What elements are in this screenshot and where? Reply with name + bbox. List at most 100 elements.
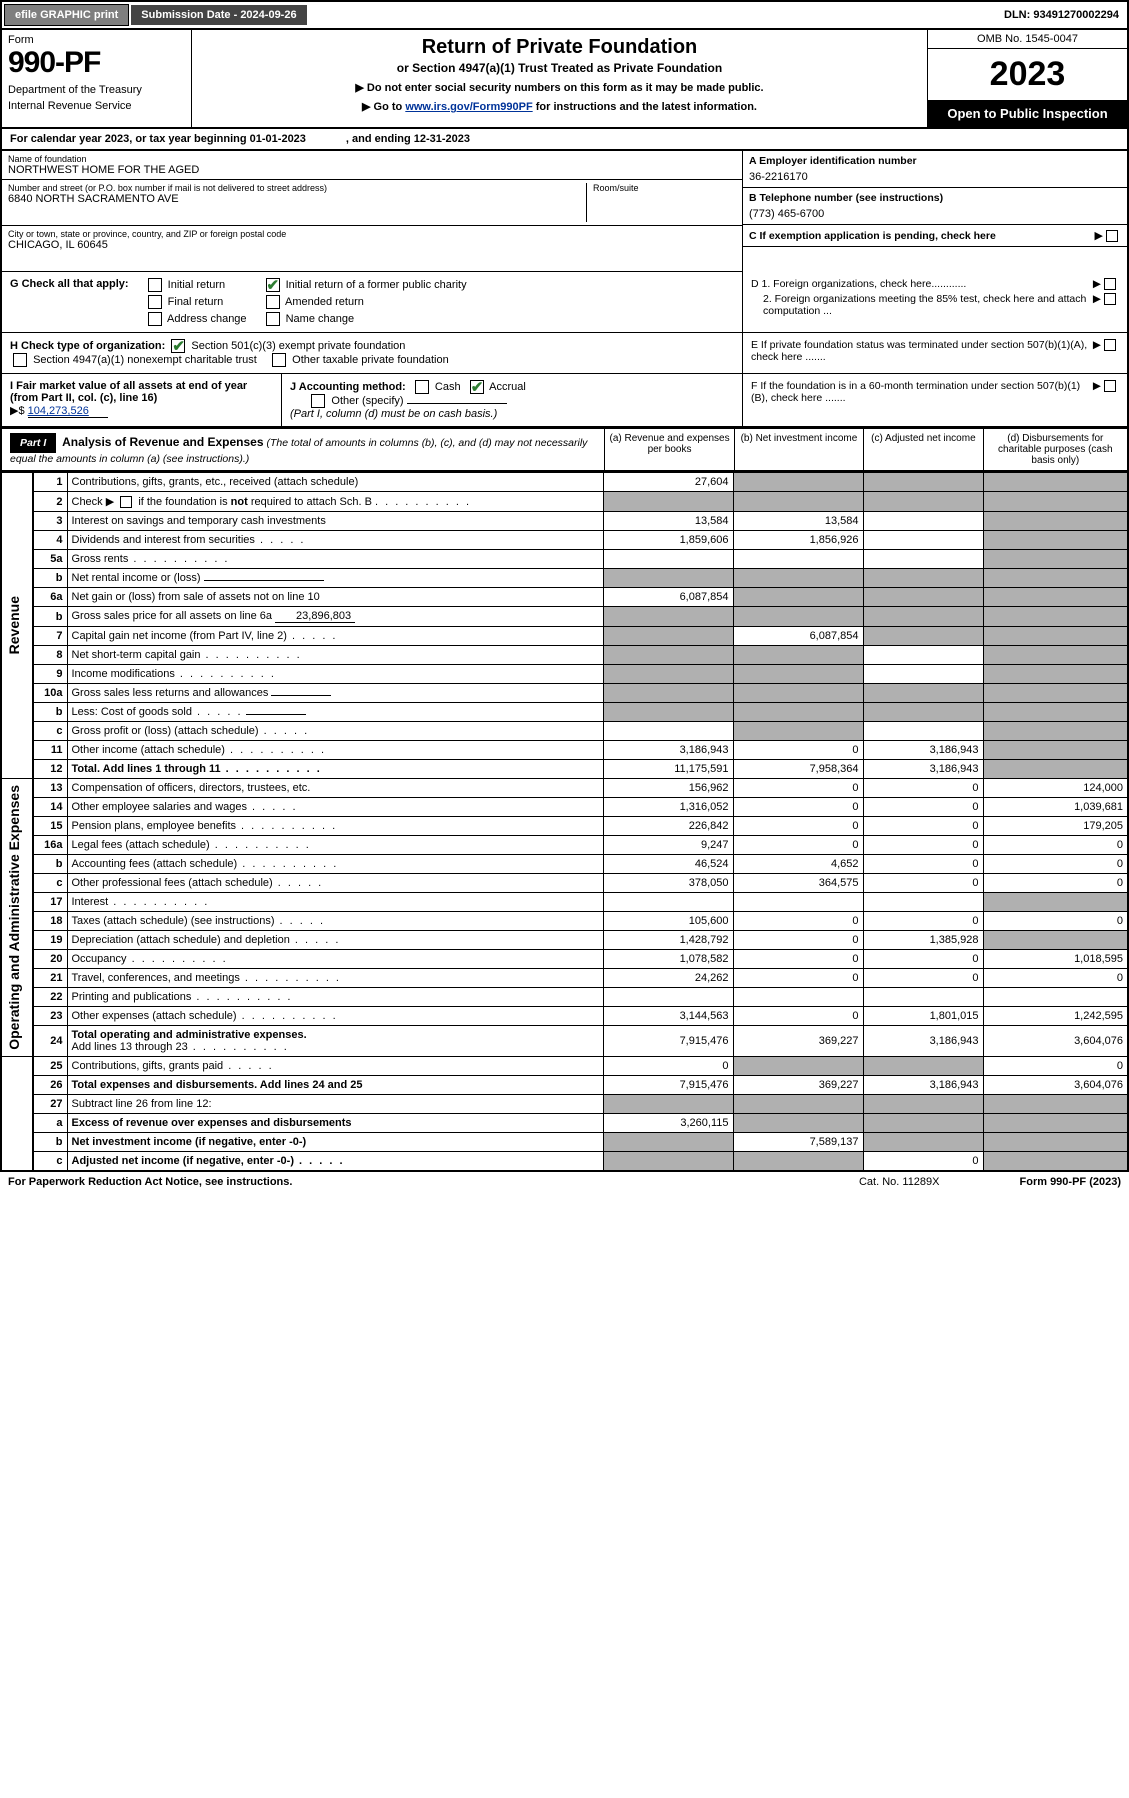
l22-b — [733, 988, 863, 1007]
g-final-return-cb[interactable] — [148, 295, 162, 309]
g-initial-return-cb[interactable] — [148, 278, 162, 292]
l5a-desc: Gross rents — [67, 550, 603, 569]
l23-b: 0 — [733, 1007, 863, 1026]
col-d-head: (d) Disbursements for charitable purpose… — [983, 429, 1127, 470]
l16c-a: 378,050 — [603, 874, 733, 893]
omb-no: OMB No. 1545-0047 — [928, 30, 1127, 49]
l13-a: 156,962 — [603, 779, 733, 798]
l16b-d: 0 — [983, 855, 1128, 874]
g-former-public-cb[interactable] — [266, 278, 280, 292]
part1-header-row: Part I Analysis of Revenue and Expenses … — [0, 428, 1129, 472]
l21-c: 0 — [863, 969, 983, 988]
irs-link[interactable]: www.irs.gov/Form990PF — [405, 101, 532, 113]
j-other-cb[interactable] — [311, 394, 325, 408]
l16c-desc: Other professional fees (attach schedule… — [67, 874, 603, 893]
l9-desc: Income modifications — [67, 665, 603, 684]
l17-b — [733, 893, 863, 912]
l5a-b — [733, 550, 863, 569]
l27b-c — [863, 1133, 983, 1152]
l24-b: 369,227 — [733, 1026, 863, 1057]
l10b-a — [603, 703, 733, 722]
l4-c — [863, 531, 983, 550]
l10c-d — [983, 722, 1128, 741]
l27-num: 27 — [33, 1095, 67, 1114]
h-501c3-cb[interactable] — [171, 339, 185, 353]
expenses-label: Operating and Administrative Expenses — [6, 785, 22, 1050]
l4-d — [983, 531, 1128, 550]
l16b-c: 0 — [863, 855, 983, 874]
l2-num: 2 — [33, 492, 67, 512]
l5b-desc: Net rental income or (loss) — [67, 569, 603, 588]
d1-checkbox[interactable] — [1104, 278, 1116, 290]
l2-checkbox[interactable] — [120, 496, 132, 508]
l25-desc: Contributions, gifts, grants paid — [67, 1057, 603, 1076]
l27b-a — [603, 1133, 733, 1152]
g-address-change-cb[interactable] — [148, 312, 162, 326]
addr-label: Number and street (or P.O. box number if… — [8, 183, 586, 193]
l6a-b — [733, 588, 863, 607]
l7-b: 6,087,854 — [733, 627, 863, 646]
f-label: F If the foundation is in a 60-month ter… — [751, 380, 1093, 420]
l10a-c — [863, 684, 983, 703]
l21-num: 21 — [33, 969, 67, 988]
l7-c — [863, 627, 983, 646]
j-accrual-cb[interactable] — [470, 380, 484, 394]
l11-num: 11 — [33, 741, 67, 760]
l3-b: 13,584 — [733, 512, 863, 531]
open-public: Open to Public Inspection — [928, 100, 1127, 127]
l6a-num: 6a — [33, 588, 67, 607]
j-other-field[interactable] — [407, 403, 507, 404]
l6b-b — [733, 607, 863, 627]
l10c-num: c — [33, 722, 67, 741]
submission-date: Submission Date - 2024-09-26 — [131, 5, 306, 25]
l1-b — [733, 473, 863, 492]
l6b-num: b — [33, 607, 67, 627]
l22-desc: Printing and publications — [67, 988, 603, 1007]
l16b-b: 4,652 — [733, 855, 863, 874]
l27b-num: b — [33, 1133, 67, 1152]
l13-b: 0 — [733, 779, 863, 798]
exemption-checkbox[interactable] — [1106, 230, 1118, 242]
foundation-addr: 6840 NORTH SACRAMENTO AVE — [8, 193, 586, 205]
j-accrual: Accrual — [489, 381, 526, 393]
g-amended-cb[interactable] — [266, 295, 280, 309]
j-cash-cb[interactable] — [415, 380, 429, 394]
l17-num: 17 — [33, 893, 67, 912]
l1-desc: Contributions, gifts, grants, etc., rece… — [67, 473, 603, 492]
l8-d — [983, 646, 1128, 665]
l16b-a: 46,524 — [603, 855, 733, 874]
h-4947-cb[interactable] — [13, 353, 27, 367]
l10a-d — [983, 684, 1128, 703]
l6a-a: 6,087,854 — [603, 588, 733, 607]
l25-c — [863, 1057, 983, 1076]
l13-c: 0 — [863, 779, 983, 798]
g-opt-4: Amended return — [285, 296, 364, 308]
l26-desc: Total expenses and disbursements. Add li… — [67, 1076, 603, 1095]
l18-d: 0 — [983, 912, 1128, 931]
efile-btn[interactable]: efile GRAPHIC print — [4, 4, 129, 26]
h-other-cb[interactable] — [272, 353, 286, 367]
l22-c — [863, 988, 983, 1007]
l6b-d — [983, 607, 1128, 627]
j-cash: Cash — [435, 381, 461, 393]
d2-checkbox[interactable] — [1104, 293, 1116, 305]
l3-num: 3 — [33, 512, 67, 531]
h-opt1: Section 501(c)(3) exempt private foundat… — [191, 340, 405, 352]
j-note: (Part I, column (d) must be on cash basi… — [290, 408, 497, 420]
l24-num: 24 — [33, 1026, 67, 1057]
goto-pre: ▶ Go to — [362, 101, 405, 113]
g-name-change-cb[interactable] — [266, 312, 280, 326]
l27a-c — [863, 1114, 983, 1133]
l7-a — [603, 627, 733, 646]
l25-num: 25 — [33, 1057, 67, 1076]
e-checkbox[interactable] — [1104, 339, 1116, 351]
l9-a — [603, 665, 733, 684]
f-checkbox[interactable] — [1104, 380, 1116, 392]
i-value[interactable]: 104,273,526 — [28, 405, 108, 418]
l4-num: 4 — [33, 531, 67, 550]
l19-c: 1,385,928 — [863, 931, 983, 950]
info-block: Name of foundation NORTHWEST HOME FOR TH… — [0, 151, 1129, 272]
l19-a: 1,428,792 — [603, 931, 733, 950]
l27-c — [863, 1095, 983, 1114]
l14-a: 1,316,052 — [603, 798, 733, 817]
